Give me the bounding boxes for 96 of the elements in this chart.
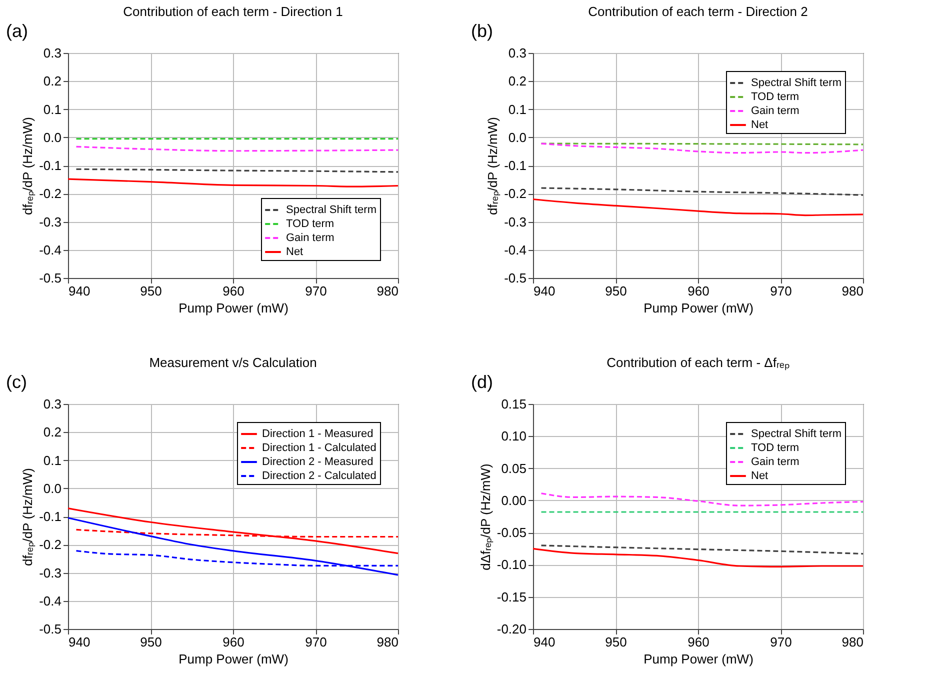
line-series bbox=[532, 198, 864, 216]
legend-label: TOD term bbox=[751, 91, 800, 103]
chart-title: Contribution of each term - Direction 1 bbox=[123, 4, 343, 19]
line-series bbox=[532, 548, 864, 568]
y-tick-label: -0.10 bbox=[496, 557, 526, 572]
x-tick-label: 940 bbox=[68, 284, 90, 298]
y-tick-label: -0.1 bbox=[39, 158, 62, 173]
y-tick-label: 0.1 bbox=[508, 102, 526, 117]
x-tick-label: 960 bbox=[688, 284, 710, 298]
y-tick-label: -0.1 bbox=[504, 158, 526, 173]
line-series bbox=[540, 544, 864, 555]
x-tick-label: 980 bbox=[376, 284, 398, 298]
text: (c) bbox=[6, 372, 27, 392]
x-tick-label: 980 bbox=[842, 284, 864, 298]
y-tick-label: -0.3 bbox=[39, 214, 62, 230]
y-tick-label: -0.15 bbox=[496, 589, 526, 604]
x-tick-label: 980 bbox=[376, 634, 398, 650]
x-axis-title: Pump Power (mW) bbox=[644, 300, 754, 316]
y-tick-label: 0.15 bbox=[501, 396, 526, 412]
text: (a) bbox=[6, 21, 28, 41]
legend-label: Spectral Shift term bbox=[751, 77, 842, 89]
legend-label: Net bbox=[286, 246, 304, 258]
legend-label: Gain term bbox=[751, 456, 800, 468]
y-tick-label: 0.2 bbox=[508, 74, 526, 89]
legend-label: TOD term bbox=[751, 442, 800, 454]
line-series bbox=[540, 142, 864, 154]
line-series bbox=[540, 187, 864, 196]
x-tick-label: 940 bbox=[534, 284, 556, 298]
legend-label: Spectral Shift term bbox=[286, 204, 376, 216]
legend-label: Direction 2 - Calculated bbox=[262, 470, 376, 482]
y-tick-label: 0.3 bbox=[43, 396, 62, 412]
line-series bbox=[67, 517, 399, 576]
y-tick-label: 0.3 bbox=[43, 46, 62, 60]
y-tick-label: -0.1 bbox=[39, 509, 62, 524]
y-tick-label: -0.5 bbox=[39, 270, 62, 286]
y-axis-title: dΔfᵣₑₚ/dP (Hz/mW) bbox=[478, 464, 494, 570]
y-axis-title: dfᵣₑₚ/dP (Hz/mW) bbox=[20, 468, 36, 566]
y-tick-label: -0.4 bbox=[39, 242, 62, 258]
chart-title: Measurement v/s Calculation bbox=[149, 355, 317, 370]
y-tick-label: 0.0 bbox=[43, 480, 62, 496]
x-tick-label: 970 bbox=[770, 634, 792, 650]
line-series bbox=[540, 492, 864, 506]
x-tick-label: 960 bbox=[222, 634, 244, 650]
x-tick-label: 970 bbox=[305, 634, 327, 650]
y-tick-label: -0.4 bbox=[504, 242, 526, 258]
legend-label: Direction 2 - Measured bbox=[262, 456, 374, 468]
legend-label: TOD term bbox=[286, 218, 334, 230]
text: (b) bbox=[471, 21, 493, 41]
legend-label: Direction 1 - Calculated bbox=[262, 442, 376, 454]
text: (d) bbox=[471, 372, 493, 392]
y-tick-label: -0.05 bbox=[496, 525, 526, 540]
y-tick-label: -0.2 bbox=[39, 186, 62, 202]
y-axis-title: dfᵣₑₚ/dP (Hz/mW) bbox=[485, 117, 502, 215]
chart-title: Contribution of each term - Direction 2 bbox=[588, 4, 808, 19]
y-tick-label: -0.5 bbox=[39, 622, 62, 636]
x-tick-label: 950 bbox=[140, 284, 162, 298]
chart-title: Contribution of each term - Δfᵣₑₚ bbox=[606, 355, 790, 371]
x-tick-label: 940 bbox=[68, 634, 90, 650]
y-tick-label: -0.2 bbox=[39, 537, 62, 552]
y-tick-label: 0.3 bbox=[508, 46, 526, 60]
y-tick-label: 0.0 bbox=[43, 130, 62, 145]
legend-label: Spectral Shift term bbox=[751, 428, 842, 440]
y-tick-label: 0.2 bbox=[43, 74, 62, 89]
y-tick-label: -0.4 bbox=[39, 593, 62, 608]
y-tick-label: 0.2 bbox=[43, 424, 62, 440]
x-axis-title: Pump Power (mW) bbox=[178, 652, 288, 666]
y-tick-label: 0.05 bbox=[501, 460, 526, 476]
y-tick-label: -0.3 bbox=[39, 565, 62, 580]
y-tick-label: 0.1 bbox=[43, 102, 62, 117]
legend-label: Gain term bbox=[286, 232, 334, 244]
x-tick-label: 970 bbox=[305, 284, 327, 298]
x-axis-title: Pump Power (mW) bbox=[178, 300, 288, 316]
x-tick-label: 960 bbox=[222, 284, 244, 298]
legend-label: Net bbox=[751, 470, 768, 482]
y-tick-label: 0.1 bbox=[43, 452, 62, 468]
legend-label: Net bbox=[751, 119, 768, 131]
y-tick-label: -0.20 bbox=[496, 622, 526, 636]
x-axis-title: Pump Power (mW) bbox=[644, 652, 754, 666]
x-tick-label: 950 bbox=[605, 634, 627, 650]
y-axis-title: dfᵣₑₚ/dP (Hz/mW) bbox=[20, 117, 36, 215]
y-tick-label: -0.3 bbox=[504, 214, 526, 230]
y-tick-label: 0.00 bbox=[501, 492, 526, 508]
x-tick-label: 950 bbox=[605, 284, 627, 298]
x-tick-label: 980 bbox=[842, 634, 864, 650]
legend-label: Direction 1 - Measured bbox=[262, 428, 374, 440]
line-series bbox=[67, 178, 399, 188]
y-tick-label: 0.10 bbox=[501, 428, 526, 444]
y-tick-label: -0.5 bbox=[504, 270, 526, 286]
x-tick-label: 940 bbox=[534, 634, 556, 650]
x-tick-label: 950 bbox=[140, 634, 162, 650]
line-series bbox=[67, 508, 399, 554]
y-tick-label: -0.2 bbox=[504, 186, 526, 202]
y-tick-label: 0.0 bbox=[508, 130, 526, 145]
x-tick-label: 970 bbox=[770, 284, 792, 298]
legend-label: Gain term bbox=[751, 105, 800, 117]
x-tick-label: 960 bbox=[688, 634, 710, 650]
